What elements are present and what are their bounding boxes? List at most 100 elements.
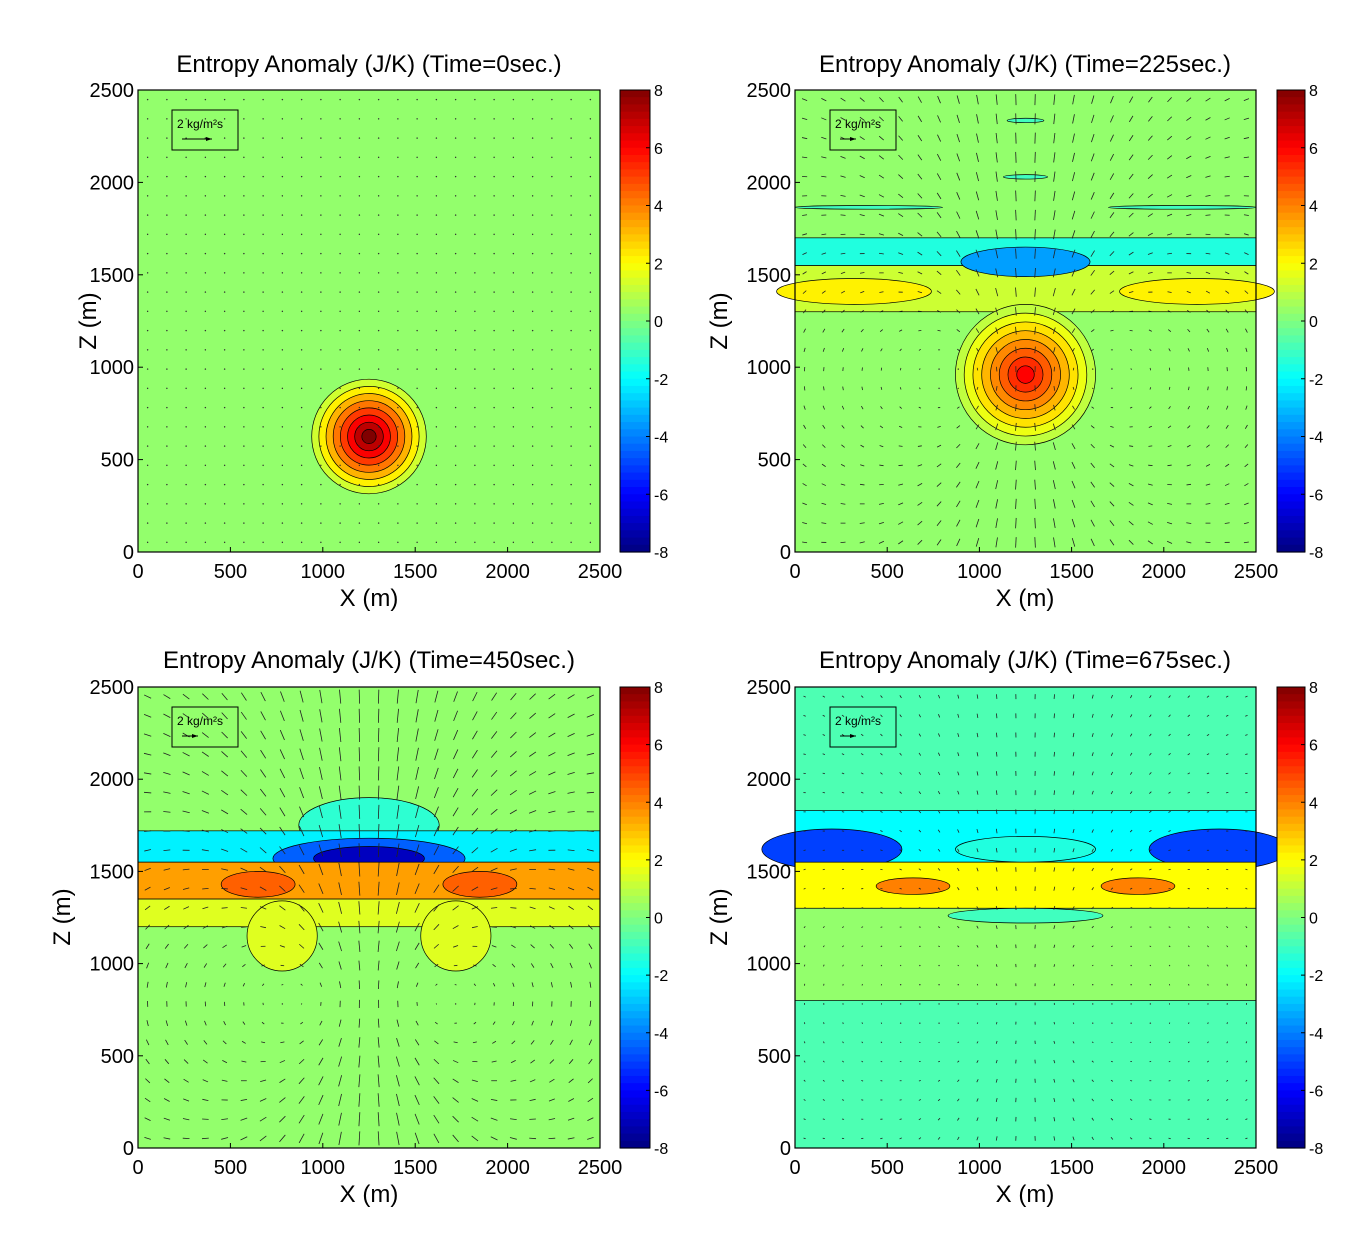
- vector-arrow: [1072, 367, 1075, 371]
- colorbar-segment: [1277, 859, 1305, 868]
- vector-arrow: [491, 945, 497, 948]
- colorbar-segment: [620, 694, 650, 703]
- vector-arrow: [1243, 137, 1250, 140]
- colorbar-tick-label: -4: [654, 430, 668, 447]
- vector-dot: [358, 522, 361, 524]
- vector-arrow: [1110, 694, 1113, 699]
- vector-arrow: [936, 444, 942, 448]
- vector-arrow: [956, 269, 961, 276]
- vector-arrow: [434, 729, 439, 741]
- vector-arrow: [918, 1118, 922, 1121]
- vector-dot: [146, 175, 149, 178]
- vector-arrow: [201, 771, 209, 776]
- vector-arrow: [548, 906, 555, 910]
- colorbar-segment: [620, 1003, 650, 1012]
- vector-dot: [320, 310, 322, 313]
- vector-arrow: [917, 96, 922, 103]
- vector-dot: [281, 426, 284, 428]
- vector-dot: [397, 368, 399, 370]
- vector-dot: [512, 406, 515, 409]
- vector-arrow: [975, 288, 980, 296]
- vector-arrow: [567, 694, 575, 699]
- vector-dot: [435, 445, 438, 447]
- vector-arrow: [510, 712, 517, 720]
- vector-dot: [1092, 1003, 1094, 1005]
- vector-dot: [474, 329, 476, 332]
- vector-arrow: [452, 1134, 459, 1143]
- colorbar-segment: [1277, 1140, 1305, 1149]
- colorbar-segment: [1277, 270, 1305, 279]
- vector-arrow: [319, 709, 323, 723]
- vector-arrow: [1129, 1099, 1133, 1101]
- vector-arrow: [1091, 771, 1094, 776]
- vector-arrow: [298, 1114, 305, 1124]
- contour-region: [1003, 174, 1048, 180]
- vector-arrow: [936, 270, 942, 276]
- vector-arrow: [995, 385, 998, 391]
- x-tick-label: 2500: [1234, 561, 1279, 583]
- vector-arrow: [1168, 406, 1171, 410]
- vector-dot: [531, 483, 534, 486]
- vector-arrow: [183, 943, 189, 949]
- vector-dot: [938, 984, 940, 986]
- vector-arrow: [1053, 751, 1055, 757]
- vector-arrow: [859, 541, 865, 544]
- vector-arrow: [956, 289, 961, 295]
- vector-dot: [223, 214, 226, 216]
- vector-dot: [435, 156, 438, 159]
- vector-arrow: [822, 309, 826, 314]
- vector-arrow: [415, 689, 419, 704]
- vector-dot: [339, 272, 341, 274]
- vector-arrow: [1149, 810, 1152, 814]
- vector-arrow: [1015, 517, 1017, 529]
- vector-arrow: [396, 961, 400, 970]
- vector-arrow: [1130, 733, 1133, 737]
- vector-dot: [416, 195, 418, 197]
- vector-arrow: [919, 368, 921, 371]
- colorbar-segment: [620, 1133, 650, 1142]
- colorbar-segment: [1277, 176, 1305, 185]
- vector-dot: [377, 233, 380, 236]
- vector-dot: [416, 426, 418, 428]
- vector-dot: [358, 464, 361, 467]
- vector-legend-2: 2 kg/m²s: [829, 109, 897, 151]
- vector-dot: [1149, 1003, 1152, 1005]
- vector-dot: [320, 233, 322, 236]
- vector-arrow: [1111, 945, 1113, 947]
- vector-arrow: [414, 1132, 420, 1145]
- vector-arrow: [1149, 868, 1152, 871]
- vector-dot: [300, 503, 303, 505]
- vector-arrow: [976, 386, 979, 390]
- vector-arrow: [221, 692, 228, 701]
- colorbar-segment: [1277, 701, 1305, 710]
- vector-arrow: [899, 829, 902, 833]
- colorbar-segment: [1277, 212, 1305, 221]
- vector-dot: [397, 406, 399, 409]
- vector-dot: [551, 272, 553, 274]
- colorbar-segment: [620, 256, 650, 264]
- vector-arrow: [1147, 213, 1153, 218]
- colorbar-segment: [620, 1039, 650, 1048]
- vector-arrow: [338, 747, 342, 762]
- vector-arrow: [1053, 1059, 1056, 1064]
- vector-arrow: [957, 887, 960, 891]
- vector-arrow: [377, 1131, 380, 1146]
- vector-arrow: [185, 982, 188, 988]
- vector-arrow: [899, 945, 902, 947]
- vector-arrow: [1207, 964, 1209, 967]
- vector-arrow: [802, 522, 808, 525]
- vector-dot: [919, 1003, 921, 1005]
- vector-arrow: [898, 154, 904, 160]
- vector-arrow: [259, 886, 267, 891]
- vector-arrow: [1015, 537, 1017, 548]
- vector-arrow: [976, 1098, 979, 1102]
- vector-arrow: [1168, 849, 1171, 852]
- vector-arrow: [1205, 252, 1211, 255]
- vector-arrow: [452, 846, 459, 855]
- vector-dot: [531, 445, 534, 447]
- vector-dot: [300, 349, 303, 351]
- vector-arrow: [995, 248, 999, 259]
- vector-arrow: [898, 135, 904, 141]
- vector-dot: [493, 291, 495, 293]
- colorbar-segment: [620, 234, 650, 243]
